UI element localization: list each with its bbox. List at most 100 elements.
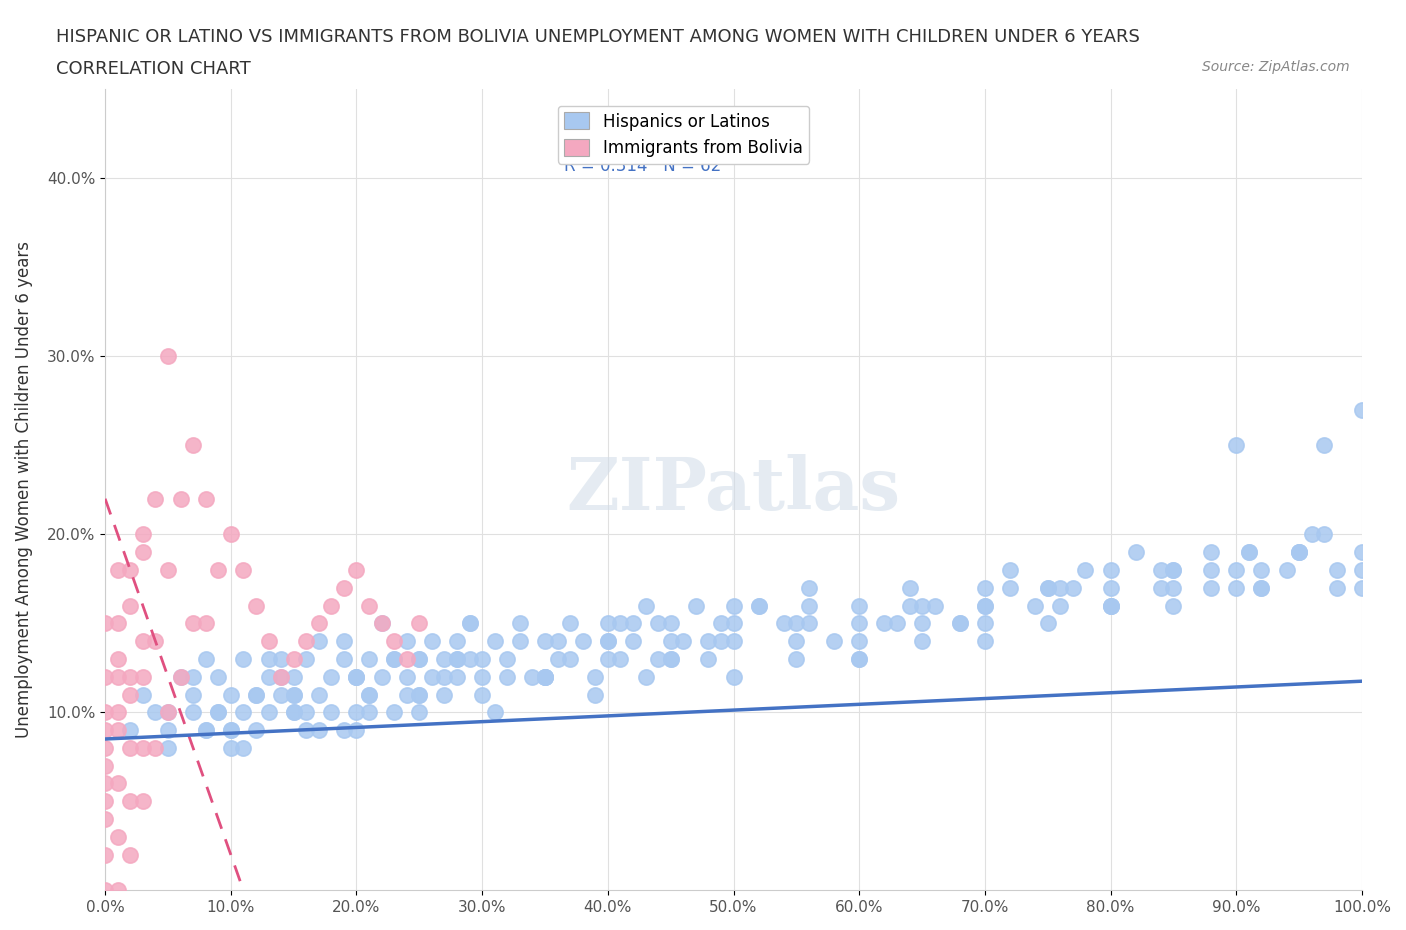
Point [496, 670, 519, 684]
Point [408, 616, 430, 631]
Point [547, 652, 569, 667]
Point [1163, 563, 1185, 578]
Point [685, 598, 707, 613]
Point [1024, 598, 1046, 613]
Point [145, 740, 167, 755]
Point [232, 740, 254, 755]
Y-axis label: Unemployment Among Women with Children Under 6 years: Unemployment Among Women with Children U… [15, 242, 32, 738]
Point [257, 670, 280, 684]
Point [1062, 580, 1084, 595]
Point [560, 616, 582, 631]
Point [596, 633, 619, 648]
Point [94, 740, 117, 755]
Point [308, 687, 330, 702]
Point [346, 670, 368, 684]
Point [270, 670, 292, 684]
Point [333, 633, 356, 648]
Point [1150, 563, 1173, 578]
Point [772, 616, 794, 631]
Point [659, 633, 682, 648]
Text: R = 0.406   N = 197: R = 0.406 N = 197 [564, 126, 731, 143]
Legend: Hispanics or Latinos, Immigrants from Bolivia: Hispanics or Latinos, Immigrants from Bo… [558, 106, 808, 164]
Point [346, 670, 368, 684]
Point [672, 633, 695, 648]
Point [1288, 545, 1310, 560]
Point [1199, 545, 1222, 560]
Point [797, 616, 820, 631]
Point [509, 616, 531, 631]
Point [471, 687, 494, 702]
Point [107, 830, 129, 844]
Point [949, 616, 972, 631]
Point [283, 670, 305, 684]
Point [219, 740, 242, 755]
Point [346, 723, 368, 737]
Point [94, 794, 117, 809]
Point [94, 847, 117, 862]
Point [1250, 580, 1272, 595]
Point [1237, 545, 1260, 560]
Point [120, 794, 142, 809]
Point [120, 563, 142, 578]
Point [949, 616, 972, 631]
Point [911, 598, 934, 613]
Point [1099, 598, 1122, 613]
Point [194, 652, 217, 667]
Point [723, 670, 745, 684]
Point [534, 670, 557, 684]
Point [295, 705, 318, 720]
Point [1288, 545, 1310, 560]
Point [295, 723, 318, 737]
Point [634, 598, 657, 613]
Point [357, 687, 380, 702]
Point [408, 652, 430, 667]
Point [395, 652, 418, 667]
Point [1351, 403, 1374, 418]
Point [873, 616, 896, 631]
Point [333, 652, 356, 667]
Point [194, 723, 217, 737]
Point [823, 633, 845, 648]
Point [446, 670, 468, 684]
Point [232, 705, 254, 720]
Point [207, 563, 229, 578]
Point [94, 670, 117, 684]
Text: Source: ZipAtlas.com: Source: ZipAtlas.com [1202, 60, 1350, 74]
Point [321, 705, 343, 720]
Point [107, 616, 129, 631]
Point [886, 616, 908, 631]
Point [446, 652, 468, 667]
Point [1036, 580, 1059, 595]
Point [357, 598, 380, 613]
Point [583, 687, 606, 702]
Point [94, 705, 117, 720]
Point [308, 723, 330, 737]
Point [1326, 580, 1348, 595]
Point [1163, 580, 1185, 595]
Point [245, 687, 267, 702]
Point [522, 670, 544, 684]
Point [1225, 580, 1247, 595]
Point [145, 491, 167, 506]
Point [156, 723, 179, 737]
Point [308, 616, 330, 631]
Point [181, 616, 204, 631]
Point [283, 687, 305, 702]
Point [534, 670, 557, 684]
Point [207, 705, 229, 720]
Point [596, 652, 619, 667]
Point [181, 670, 204, 684]
Point [898, 598, 921, 613]
Point [723, 633, 745, 648]
Point [132, 545, 155, 560]
Point [156, 349, 179, 364]
Point [194, 723, 217, 737]
Point [232, 652, 254, 667]
Point [107, 776, 129, 790]
Point [659, 652, 682, 667]
Point [596, 633, 619, 648]
Point [1351, 545, 1374, 560]
Point [433, 652, 456, 667]
Point [270, 652, 292, 667]
Point [283, 687, 305, 702]
